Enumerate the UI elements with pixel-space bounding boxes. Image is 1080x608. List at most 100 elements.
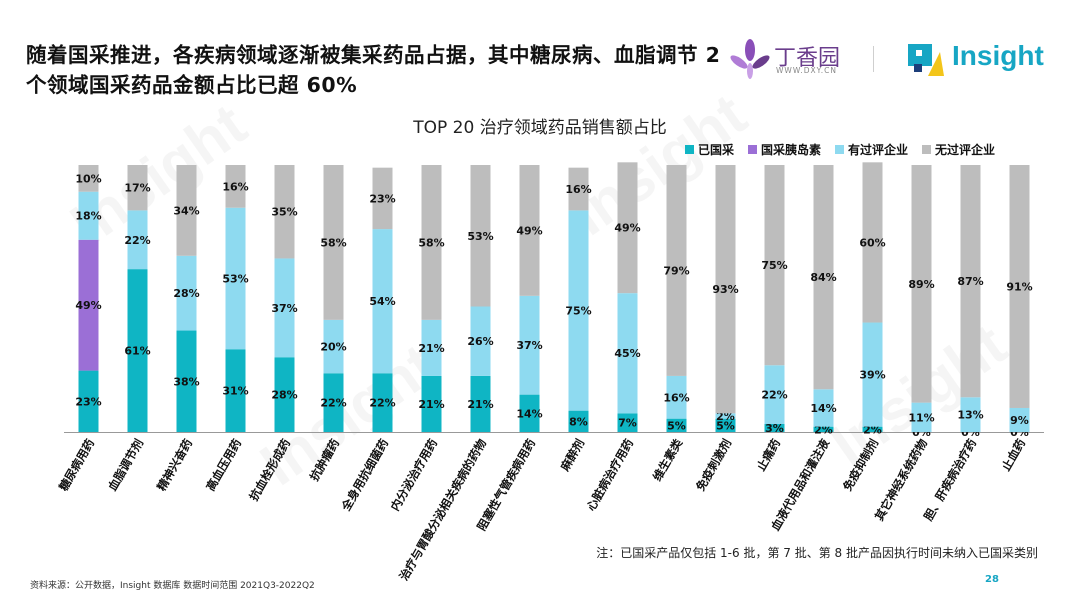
bar-segment-6-s3 bbox=[323, 319, 344, 374]
bar-segment-5-s4 bbox=[274, 165, 295, 259]
bar-segment-5-s1 bbox=[274, 357, 295, 432]
insight-logo: Insight bbox=[904, 38, 1064, 82]
bar-segment-3-s4 bbox=[176, 165, 197, 256]
bar-segment-4-s1 bbox=[225, 349, 246, 432]
data-label-9-s1: 21% bbox=[467, 398, 493, 411]
bar-segment-13-s3 bbox=[666, 375, 687, 419]
data-label-7-s4: 23% bbox=[369, 192, 395, 205]
data-label-4-s4: 16% bbox=[222, 180, 248, 193]
bar-segment-14-s3 bbox=[715, 413, 736, 419]
page-number: 28 bbox=[985, 574, 999, 585]
bar-segment-2-s1 bbox=[127, 269, 148, 432]
data-label-13-s1: 5% bbox=[667, 419, 686, 432]
category-label-20: 止血药 bbox=[999, 436, 1029, 473]
bar-segment-10-s4 bbox=[519, 165, 540, 296]
bar-segment-3-s3 bbox=[176, 255, 197, 331]
bar-segment-10-s1 bbox=[519, 394, 540, 432]
bar-segment-1-s3 bbox=[78, 191, 99, 240]
legend-swatch-insulin bbox=[748, 144, 758, 154]
chart-legend: 已国采 国采胰岛素 有过评企业 无过评企业 bbox=[685, 141, 995, 157]
bar-segment-9-s4 bbox=[470, 165, 491, 307]
category-label-7: 全身用抗细菌药 bbox=[338, 436, 391, 514]
bar-segment-20-s4 bbox=[1009, 165, 1030, 408]
bar-segment-1-s1 bbox=[78, 370, 99, 432]
dxy-logo-url: WWW.DXY.CN bbox=[776, 66, 837, 75]
category-label-3: 精神兴奋药 bbox=[154, 436, 195, 493]
data-label-15-s3: 22% bbox=[761, 389, 787, 402]
legend-label-evaluated: 有过评企业 bbox=[848, 142, 909, 157]
category-label-19: 胆、肝疾病治疗药 bbox=[921, 436, 979, 523]
data-label-17-s4: 60% bbox=[859, 236, 885, 249]
category-label-8: 内分泌治疗用药 bbox=[388, 436, 441, 513]
data-label-19-s3: 13% bbox=[957, 409, 983, 422]
bar-segment-19-s3 bbox=[960, 397, 981, 432]
insight-logo-name: Insight bbox=[952, 40, 1044, 71]
bar-segment-18-s4 bbox=[911, 165, 932, 403]
data-label-8-s1: 21% bbox=[418, 398, 444, 411]
data-label-20-s4: 91% bbox=[1006, 280, 1032, 293]
data-label-13-s4: 79% bbox=[663, 264, 689, 277]
bar-segment-7-s3 bbox=[372, 229, 393, 374]
footnote: 注：已国采产品仅包括 1-6 批，第 7 批、第 8 批产品因执行时间未纳入已国… bbox=[596, 546, 1038, 560]
insight-logo-icon bbox=[908, 44, 944, 76]
bar-segment-1-s4 bbox=[78, 165, 99, 192]
bar-segment-3-s1 bbox=[176, 330, 197, 432]
bar-segment-16-s4 bbox=[813, 165, 834, 390]
bar-segment-8-s4 bbox=[421, 165, 442, 320]
bar-segment-12-s1 bbox=[617, 413, 638, 432]
bar-segment-1-s2 bbox=[78, 239, 99, 371]
bar-segment-17-s3 bbox=[862, 322, 883, 427]
bar-segment-9-s3 bbox=[470, 306, 491, 376]
data-label-4-s1: 31% bbox=[222, 385, 248, 398]
data-label-16-s4: 84% bbox=[810, 271, 836, 284]
data-label-17-s3: 39% bbox=[859, 369, 885, 382]
bar-segment-19-s4 bbox=[960, 165, 981, 398]
bar-segment-7-s1 bbox=[372, 373, 393, 432]
bar-segment-15-s1 bbox=[764, 423, 785, 432]
data-label-6-s4: 58% bbox=[320, 236, 346, 249]
bar-segment-16-s3 bbox=[813, 389, 834, 427]
bar-segment-6-s4 bbox=[323, 165, 344, 320]
data-label-11-s4: 16% bbox=[565, 183, 591, 196]
data-label-18-s3: 11% bbox=[908, 411, 934, 424]
data-label-14-s1: 5% bbox=[716, 419, 735, 432]
category-label-1: 糖尿病用药 bbox=[56, 436, 97, 493]
data-label-3-s3: 28% bbox=[173, 287, 199, 300]
category-label-2: 血脂调节剂 bbox=[105, 437, 146, 494]
data-label-12-s1: 7% bbox=[618, 417, 637, 430]
bar-segment-2-s3 bbox=[127, 210, 148, 270]
legend-swatch-national bbox=[685, 144, 694, 154]
bar-segment-4-s4 bbox=[225, 165, 246, 208]
bar-segment-11-s3 bbox=[568, 210, 589, 411]
data-label-15-s4: 75% bbox=[761, 259, 787, 272]
bar-segment-8-s3 bbox=[421, 319, 442, 376]
bar-segment-11-s1 bbox=[568, 410, 589, 432]
data-label-18-s4: 89% bbox=[908, 278, 934, 291]
data-label-7-s1: 22% bbox=[369, 397, 395, 410]
category-label-15: 止痛药 bbox=[754, 436, 784, 473]
bar-segment-20-s3 bbox=[1009, 407, 1030, 432]
data-label-8-s3: 21% bbox=[418, 342, 444, 355]
bar-segment-14-s4 bbox=[715, 165, 736, 414]
data-label-8-s4: 58% bbox=[418, 236, 444, 249]
data-source: 资料来源：公开数据，Insight 数据库 数据时间范围 2021Q3-2022… bbox=[30, 581, 315, 591]
data-label-14-s4: 93% bbox=[712, 283, 738, 296]
data-label-10-s1: 14% bbox=[516, 407, 542, 420]
category-label-6: 抗肿瘤药 bbox=[307, 436, 342, 483]
data-label-2-s3: 22% bbox=[124, 234, 150, 247]
dxy-flower-icon bbox=[730, 39, 770, 79]
bar-segment-13-s1 bbox=[666, 418, 687, 432]
bar-segment-11-s4 bbox=[568, 167, 589, 211]
legend-item-evaluated: 有过评企业 bbox=[835, 141, 908, 157]
category-label-18: 其它神经系统药物 bbox=[872, 436, 930, 523]
category-label-12: 心脏病治疗用药 bbox=[584, 436, 637, 513]
data-label-10-s3: 37% bbox=[516, 339, 542, 352]
data-label-3-s1: 38% bbox=[173, 375, 199, 388]
data-label-1-s3: 18% bbox=[75, 210, 101, 223]
bar-segment-16-s1 bbox=[813, 426, 834, 432]
bar-segment-2-s4 bbox=[127, 165, 148, 211]
bar-segment-13-s4 bbox=[666, 165, 687, 376]
legend-swatch-not-evaluated bbox=[922, 144, 932, 154]
bar-segment-15-s3 bbox=[764, 365, 785, 424]
data-label-5-s4: 35% bbox=[271, 206, 297, 219]
